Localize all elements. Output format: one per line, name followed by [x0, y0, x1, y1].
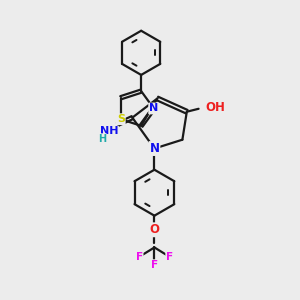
Text: N: N [149, 103, 158, 113]
Text: S: S [117, 114, 125, 124]
Text: O: O [149, 223, 159, 236]
Text: F: F [136, 252, 143, 262]
Text: F: F [166, 252, 173, 262]
Text: F: F [151, 260, 158, 270]
Text: NH: NH [100, 126, 118, 136]
Text: N: N [149, 142, 159, 155]
Text: OH: OH [205, 101, 225, 114]
Text: H: H [98, 134, 106, 144]
